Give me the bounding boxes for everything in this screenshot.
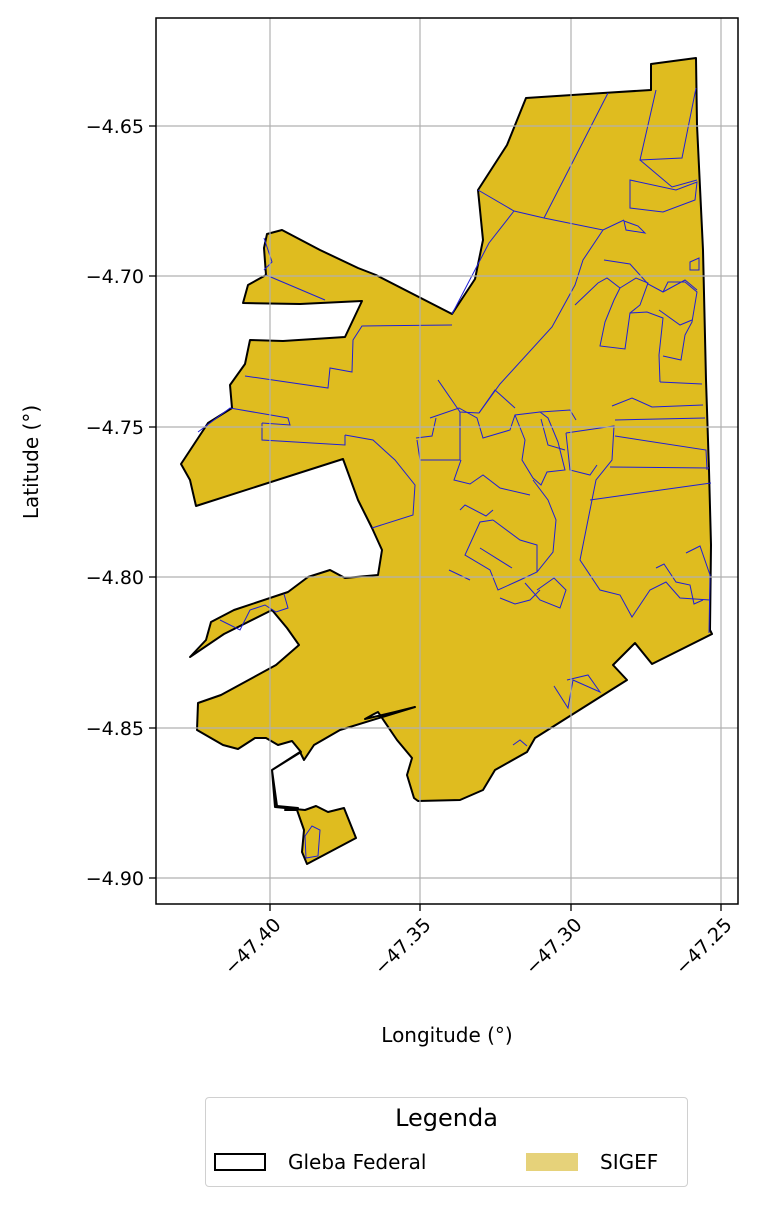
parcel-line bbox=[614, 435, 708, 471]
parcel-line bbox=[629, 179, 698, 213]
parcel-line bbox=[478, 389, 516, 414]
parcel-line bbox=[614, 417, 706, 421]
parcel-line bbox=[304, 825, 321, 859]
grid bbox=[156, 18, 738, 904]
parcel-line bbox=[553, 674, 602, 710]
parcel-line bbox=[639, 159, 698, 188]
parcel-line bbox=[574, 277, 664, 383]
legend: Legenda Gleba Federal SIGEF bbox=[205, 1097, 688, 1187]
legend-item-gleba-federal: Gleba Federal bbox=[214, 1150, 426, 1174]
parcel-line bbox=[459, 504, 494, 517]
x-tick-label: −47.35 bbox=[370, 914, 435, 979]
parcel-line bbox=[623, 220, 647, 234]
y-tick-label: −4.65 bbox=[86, 116, 144, 138]
parcel-line bbox=[524, 577, 567, 609]
map-layers bbox=[180, 57, 713, 865]
y-tick-label: −4.75 bbox=[86, 417, 144, 439]
parcel-line bbox=[589, 482, 712, 501]
parcel-line bbox=[543, 92, 609, 219]
x-tick-label: −47.25 bbox=[671, 914, 736, 979]
axes-frame bbox=[155, 17, 739, 905]
parcel-line bbox=[492, 519, 538, 572]
parcel-line bbox=[689, 257, 700, 271]
parcel-line bbox=[658, 309, 693, 326]
parcel-line bbox=[265, 274, 326, 301]
legend-swatch-sigef bbox=[526, 1153, 578, 1171]
parcel-line bbox=[499, 589, 541, 605]
parcel-line bbox=[451, 210, 515, 315]
parcel-line bbox=[655, 563, 704, 605]
x-tick-label: −47.30 bbox=[521, 914, 586, 979]
y-tick-label: −4.80 bbox=[86, 567, 144, 589]
parcel-line bbox=[639, 87, 697, 161]
parcel-line bbox=[415, 417, 437, 439]
parcel-line bbox=[685, 545, 711, 634]
sigef-parcels bbox=[197, 87, 712, 859]
parcel-line bbox=[479, 547, 513, 569]
y-tick-label: −4.70 bbox=[86, 266, 144, 288]
parcel-line bbox=[244, 324, 453, 389]
parcel-line bbox=[611, 397, 704, 408]
parcel-line bbox=[448, 569, 471, 581]
parcel-line bbox=[464, 479, 557, 591]
y-tick-label: −4.90 bbox=[86, 868, 144, 890]
parcel-line bbox=[619, 277, 649, 314]
legend-title: Legenda bbox=[395, 1104, 498, 1132]
parcel-line bbox=[540, 418, 566, 451]
parcel-line bbox=[219, 593, 289, 631]
tick-marks bbox=[149, 125, 722, 911]
parcel-line bbox=[662, 281, 698, 361]
parcel-line bbox=[437, 229, 604, 414]
legend-label: SIGEF bbox=[600, 1150, 659, 1174]
parcel-line bbox=[453, 459, 531, 496]
y-tick-label: −4.85 bbox=[86, 718, 144, 740]
parcel-line bbox=[565, 425, 711, 618]
legend-item-sigef: SIGEF bbox=[526, 1150, 658, 1174]
x-axis-label: Longitude (°) bbox=[381, 1023, 512, 1047]
parcel-line bbox=[659, 381, 703, 385]
x-tick-label: −47.40 bbox=[220, 914, 285, 979]
gleba-federal-polygon bbox=[180, 57, 713, 865]
parcel-line bbox=[514, 409, 577, 486]
legend-label: Gleba Federal bbox=[288, 1150, 427, 1174]
y-axis-label: Latitude (°) bbox=[19, 405, 43, 519]
parcel-line bbox=[609, 466, 710, 469]
parcel-line bbox=[512, 739, 528, 747]
parcel-line bbox=[344, 434, 416, 529]
parcel-line bbox=[603, 259, 698, 293]
legend-swatch-gleba-federal bbox=[214, 1153, 266, 1171]
parcel-line bbox=[565, 432, 598, 476]
parcel-line bbox=[261, 423, 346, 446]
parcel-line bbox=[197, 407, 291, 433]
parcel-line bbox=[416, 412, 461, 461]
